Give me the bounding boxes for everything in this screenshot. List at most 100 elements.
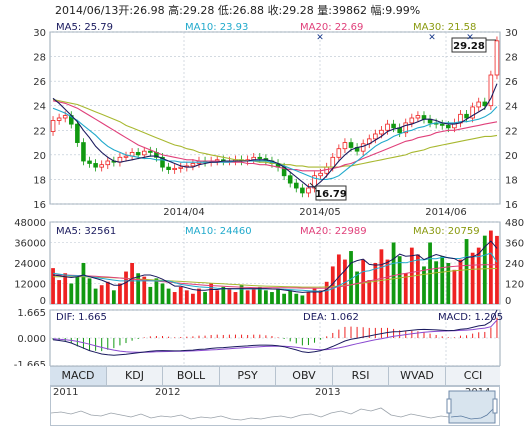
price-tick-label-right: 16 (505, 200, 518, 211)
volume-bar (318, 290, 323, 304)
tab-obv[interactable]: OBV (276, 367, 333, 385)
volume-bar (75, 276, 80, 304)
volume-bar (391, 242, 396, 304)
low-callout-value: 16.79 (315, 189, 347, 200)
candle-body (415, 115, 421, 119)
volume-bar (69, 283, 74, 304)
volume-bar (263, 290, 268, 304)
volume-bar (495, 235, 499, 304)
volume-tick-label-right: 12000 (505, 280, 524, 291)
tab-wvad[interactable]: WVAD (389, 367, 446, 385)
volume-bar (124, 271, 128, 304)
volume-ma20-legend: MA20: 22989 (300, 226, 367, 237)
volume-bar (288, 290, 293, 304)
tab-cci[interactable]: CCI (463, 369, 483, 382)
candle-body (306, 187, 311, 194)
price-tick-label-right: 30 (505, 28, 518, 39)
volume-tick-label-left: 12000 (14, 280, 46, 291)
volume-bar (251, 288, 256, 304)
volume-bar (148, 286, 153, 304)
volume-bar (233, 292, 238, 304)
volume-bar (197, 288, 201, 304)
volume-ma20-line (53, 264, 497, 289)
volume-ma30-legend: MA30: 20759 (413, 226, 480, 237)
candle-body (342, 142, 348, 150)
volume-ma5-legend: MA5: 32561 (56, 226, 116, 237)
volume-bar (397, 256, 402, 304)
indicator-tab-bar: MACD KDJ BOLL PSY OBV RSI WVAD CCI (50, 366, 500, 386)
candle-body (300, 187, 305, 194)
volume-bar (221, 286, 226, 304)
candle-body (470, 106, 475, 119)
timeline-navigator[interactable]: 2011 2012 2013 2014 (50, 386, 500, 426)
macd-tick-label: 1.665 (17, 308, 46, 319)
low-value: 26.88 (232, 4, 265, 17)
high-callout: 29.28 (451, 37, 496, 53)
tab-rsi[interactable]: RSI (333, 367, 389, 385)
navigator-left-handle[interactable] (446, 398, 452, 414)
candle-body (160, 156, 165, 168)
price-tick-label-left: 20 (33, 151, 46, 162)
low-callout: 16.79 (309, 182, 347, 201)
price-tick-label-right: 18 (505, 175, 518, 186)
price-ma20-line (52, 100, 498, 172)
volume-bar (312, 288, 317, 304)
event-marker-x-icon[interactable]: ✕ (316, 33, 324, 43)
macd-axis-left: 1.665 0.000 -1.665 (14, 308, 46, 366)
tab-boll[interactable]: BOLL (163, 367, 220, 385)
candle-body (257, 156, 263, 159)
volume-bar (349, 251, 353, 304)
candle-body (391, 123, 396, 129)
high-label: 高: (168, 4, 183, 17)
x-tick-2014-05: 2014/05 (299, 207, 341, 218)
volume-bar (57, 280, 62, 304)
volume-bar (476, 247, 481, 304)
x-tick-2014-04: 2014/04 (163, 207, 205, 218)
volume-bar (470, 252, 475, 304)
volume-bar (257, 286, 262, 304)
tab-kdj[interactable]: KDJ (107, 367, 163, 385)
volume-bar (330, 266, 335, 304)
nav-year-2011: 2011 (53, 387, 79, 398)
quote-date: 2014/06/13 (55, 4, 119, 17)
volume-bar (422, 266, 426, 304)
tab-psy[interactable]: PSY (220, 367, 276, 385)
candle-body (87, 160, 92, 164)
candle-body (287, 175, 293, 184)
candle-body (293, 182, 299, 189)
volume-bar (154, 278, 159, 304)
chart-canvas[interactable]: MA5: 25.79 MA10: 23.93 MA20: 22.69 MA30:… (0, 0, 524, 366)
volume-bar (184, 290, 189, 304)
volume-tick-label-left: 48000 (14, 218, 46, 229)
nav-year-2012: 2012 (155, 387, 181, 398)
price-ma10-legend: MA10: 23.93 (185, 22, 248, 33)
price-tick-label-left: 18 (33, 175, 46, 186)
candle-body (105, 160, 111, 166)
volume-bar (416, 254, 420, 304)
candle-body (75, 123, 80, 143)
price-tick-label-right: 22 (505, 126, 518, 137)
candle-body (360, 143, 366, 152)
price-panel-frame (49, 31, 501, 205)
volume-bar (355, 271, 359, 304)
nav-year-2013: 2013 (315, 387, 341, 398)
event-marker-x-icon[interactable]: ✕ (466, 33, 474, 43)
navigator-selection-window[interactable] (448, 390, 496, 424)
navigator-right-handle[interactable] (492, 398, 498, 414)
change-label: 幅: (370, 4, 386, 17)
event-marker-x-icon[interactable]: ✕ (428, 33, 436, 43)
volume-bar (111, 290, 116, 304)
tab-macd[interactable]: MACD (50, 367, 107, 385)
volume-bar (324, 281, 329, 304)
price-tick-label-left: 24 (33, 102, 46, 113)
candle-body (318, 172, 323, 177)
volume-bar (336, 254, 341, 304)
candle-body (123, 155, 129, 158)
candle-body (166, 166, 171, 170)
close-label: 收: (267, 4, 283, 17)
volume-ma5-line (52, 240, 498, 293)
volume-bar (166, 288, 171, 304)
candle-body (348, 142, 354, 148)
volume-bar (488, 230, 493, 304)
volume-bar (130, 263, 134, 304)
